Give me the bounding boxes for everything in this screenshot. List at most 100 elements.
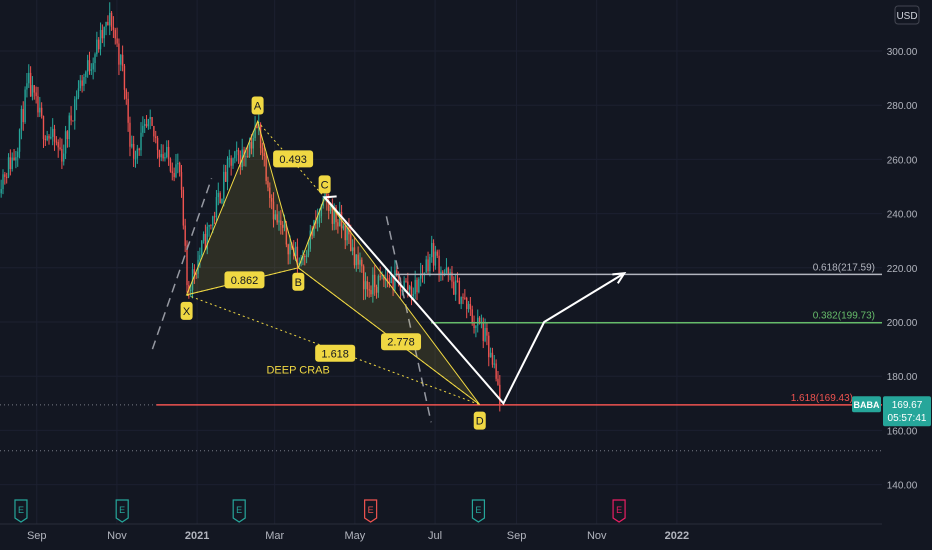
x-tick-label: Nov xyxy=(587,530,607,542)
candle-body xyxy=(107,21,109,26)
candle-body xyxy=(348,227,350,235)
candle-body xyxy=(469,303,472,310)
dashed-trend-lines xyxy=(151,178,432,423)
x-tick-label: 2021 xyxy=(185,530,209,542)
candle-body xyxy=(195,273,197,275)
countdown-text: 05:57:41 xyxy=(888,413,927,424)
x-tick-label: May xyxy=(344,530,365,542)
candle-body xyxy=(436,251,438,256)
target-level-lines: 0.618(217.59) 0.382(199.73) 1.618(169.43) xyxy=(0,262,882,452)
candle-body xyxy=(37,96,39,113)
candle-body xyxy=(57,142,59,148)
candle-body xyxy=(88,60,91,71)
candle-body xyxy=(324,194,326,198)
candle-body xyxy=(156,138,159,151)
candle-body xyxy=(4,174,6,177)
candle-body xyxy=(97,39,100,50)
candle-body xyxy=(403,280,405,291)
candle-body xyxy=(414,279,416,295)
candle-body xyxy=(451,272,453,282)
candle-body xyxy=(429,257,431,272)
candle-body xyxy=(346,227,348,241)
candle-body xyxy=(77,88,80,98)
candle-body xyxy=(215,197,218,217)
candle-body xyxy=(280,220,282,225)
candle-body xyxy=(31,85,34,97)
earnings-marker-label: E xyxy=(475,505,481,515)
candle-body xyxy=(18,129,21,152)
candle-body xyxy=(171,171,173,173)
candle-body xyxy=(210,224,212,226)
candle-body xyxy=(289,243,291,255)
candle-body xyxy=(129,122,131,147)
candle-body xyxy=(377,276,380,293)
candle-body xyxy=(427,259,429,272)
x-tick-label: 2022 xyxy=(665,530,689,542)
earnings-marker[interactable] xyxy=(232,499,246,523)
candle-body xyxy=(329,205,332,212)
candle-body xyxy=(64,131,67,154)
projection-line xyxy=(323,196,625,406)
candle-body xyxy=(383,275,385,281)
candle-body xyxy=(327,202,330,212)
candle-body xyxy=(234,151,236,159)
candle-body xyxy=(283,224,286,228)
candle-body xyxy=(230,158,232,166)
candle-body xyxy=(169,158,172,172)
candle-body xyxy=(372,274,374,295)
candle-body xyxy=(270,198,273,202)
candle-body xyxy=(397,276,400,279)
candle-body xyxy=(442,271,444,274)
level-label: 0.618(217.59) xyxy=(813,262,875,273)
y-tick-label: 240.00 xyxy=(887,210,918,221)
earnings-marker[interactable] xyxy=(14,499,28,523)
candle-body xyxy=(212,216,214,226)
candle-body xyxy=(434,251,437,266)
candle-body xyxy=(26,83,28,90)
candle-body xyxy=(353,247,356,266)
candle-body xyxy=(120,54,122,65)
candle-body xyxy=(99,29,102,50)
candle-body xyxy=(85,71,87,77)
earnings-marker[interactable] xyxy=(612,499,626,523)
ratio-badge-text: 0.862 xyxy=(231,275,259,287)
candle-body xyxy=(94,54,96,64)
candle-body xyxy=(355,254,357,266)
candle-body xyxy=(396,270,398,277)
y-tick-label: 260.00 xyxy=(887,155,918,166)
earnings-marker[interactable] xyxy=(115,499,129,523)
candle-body xyxy=(83,76,85,86)
candle-body xyxy=(70,115,72,121)
candle-body xyxy=(167,146,170,159)
candle-body xyxy=(92,63,94,70)
candle-body xyxy=(478,317,481,323)
earnings-marker[interactable] xyxy=(364,499,378,523)
candle-body xyxy=(471,309,473,324)
candle-body xyxy=(182,189,185,226)
candle-body xyxy=(153,125,155,137)
candle-body xyxy=(333,207,335,224)
candle-body xyxy=(357,254,359,265)
candle-body xyxy=(438,255,440,275)
candle-body xyxy=(175,164,177,177)
price-axis[interactable]: USD 140.00 160.00 180.00 200.00 220.00 240.00… xyxy=(882,0,932,550)
earnings-marker[interactable] xyxy=(471,499,486,523)
pattern-point-label: D xyxy=(476,416,484,428)
candle-body xyxy=(248,142,251,157)
currency-badge[interactable] xyxy=(894,5,920,25)
candle-body xyxy=(316,217,319,224)
candle-body xyxy=(458,280,461,304)
time-axis[interactable]: Sep Nov 2021 Mar May Jul Sep Nov 2022 xyxy=(0,523,882,542)
candle-body xyxy=(50,136,52,139)
candle-body xyxy=(252,138,254,149)
level-label: 1.618(169.43) xyxy=(791,393,853,404)
candle-body xyxy=(473,323,475,329)
candle-body xyxy=(337,222,339,227)
candle-body xyxy=(335,207,337,223)
pattern-point-badge xyxy=(318,175,331,194)
candle-body xyxy=(351,247,354,251)
pattern-point-label: B xyxy=(295,277,302,289)
ratio-badge xyxy=(381,333,422,351)
